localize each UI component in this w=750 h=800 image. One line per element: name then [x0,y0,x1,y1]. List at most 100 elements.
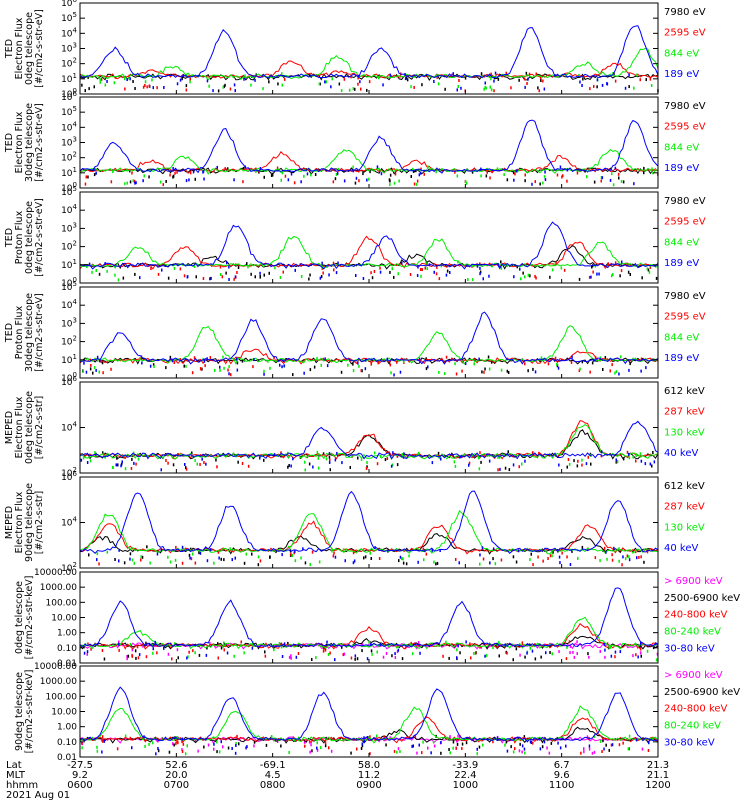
y-tick-label: 0.01 [57,659,77,669]
data-point [87,75,89,79]
y-tick-label: 1.00 [57,723,77,733]
data-point [588,747,591,751]
data-point [247,265,249,269]
data-point [273,356,275,360]
data-point [646,267,649,271]
data-point [496,167,499,171]
data-point [540,79,542,82]
data-point [176,740,178,744]
data-point [411,744,413,748]
data-point [99,359,101,363]
data-point [565,744,567,748]
data-point [534,370,537,374]
data-point [374,546,376,550]
data-point [555,261,557,265]
data-point [110,367,112,371]
data-point [406,78,409,82]
data-point [149,561,151,565]
date-label: 2021 Aug 01 [6,790,70,800]
data-point [171,657,173,661]
data-point [424,266,426,270]
data-point [183,364,185,368]
y-axis-label: TED [4,228,15,248]
data-point [620,179,623,183]
data-point [140,558,142,562]
hhmm-tick-label: 1100 [549,780,574,791]
data-point [354,657,356,661]
data-point [352,551,355,555]
data-point [602,368,604,371]
data-point [326,364,329,368]
data-point [549,275,551,279]
data-point [290,656,292,660]
data-point [566,645,568,649]
data-point [568,462,571,466]
data-point [504,466,507,470]
data-point [410,175,412,178]
data-point [184,752,187,756]
data-point [181,740,183,744]
data-point [523,747,526,751]
data-point [500,368,503,372]
data-point [96,358,99,362]
legend-entry: 189 eV [664,163,699,174]
data-point [483,87,485,91]
data-point [343,77,346,81]
data-point [253,358,255,362]
data-point [425,367,428,371]
data-point [96,745,98,749]
data-point [472,264,474,267]
y-tick-label: 1000.00 [40,583,77,593]
data-point [179,78,182,82]
data-point [479,272,481,276]
data-point [173,361,176,364]
data-point [148,642,151,646]
data-point [417,641,420,644]
data-point [600,176,603,179]
data-point [324,80,326,84]
data-point [404,73,406,77]
data-point [117,463,119,467]
data-point [416,179,419,183]
data-point [360,457,363,461]
data-point [473,652,475,655]
data-point [378,167,380,171]
data-point [101,750,103,754]
legend-entry: 80-240 keV [664,627,721,638]
data-point [161,268,163,272]
data-point [171,359,174,363]
y-axis-label: [#/cm2-s-str-keV] [24,576,35,660]
data-point [588,744,591,748]
data-point [241,462,244,465]
data-point [281,365,283,369]
data-point [83,361,85,365]
data-point [599,649,601,653]
data-point [366,465,368,469]
series-line-6-4 [79,490,659,555]
data-point [148,742,150,746]
data-point [641,747,644,751]
data-point [397,747,400,751]
data-point [608,748,610,752]
lat-tick-label: -27.5 [67,760,93,771]
data-point [611,363,613,367]
data-point [137,656,140,660]
data-point [188,178,190,182]
data-point [113,81,116,85]
data-point [384,458,387,462]
data-point [604,655,606,659]
data-point [635,653,637,657]
data-point [523,77,526,81]
data-point [379,643,382,647]
data-point [389,179,391,183]
data-point [238,742,240,746]
data-point [640,654,642,658]
data-point [409,273,412,276]
data-point [373,270,376,273]
data-point [236,734,238,738]
data-point [259,275,261,278]
data-point [321,261,323,265]
data-point [440,457,442,461]
y-tick-label: 101 [61,258,77,271]
data-point [309,750,311,754]
